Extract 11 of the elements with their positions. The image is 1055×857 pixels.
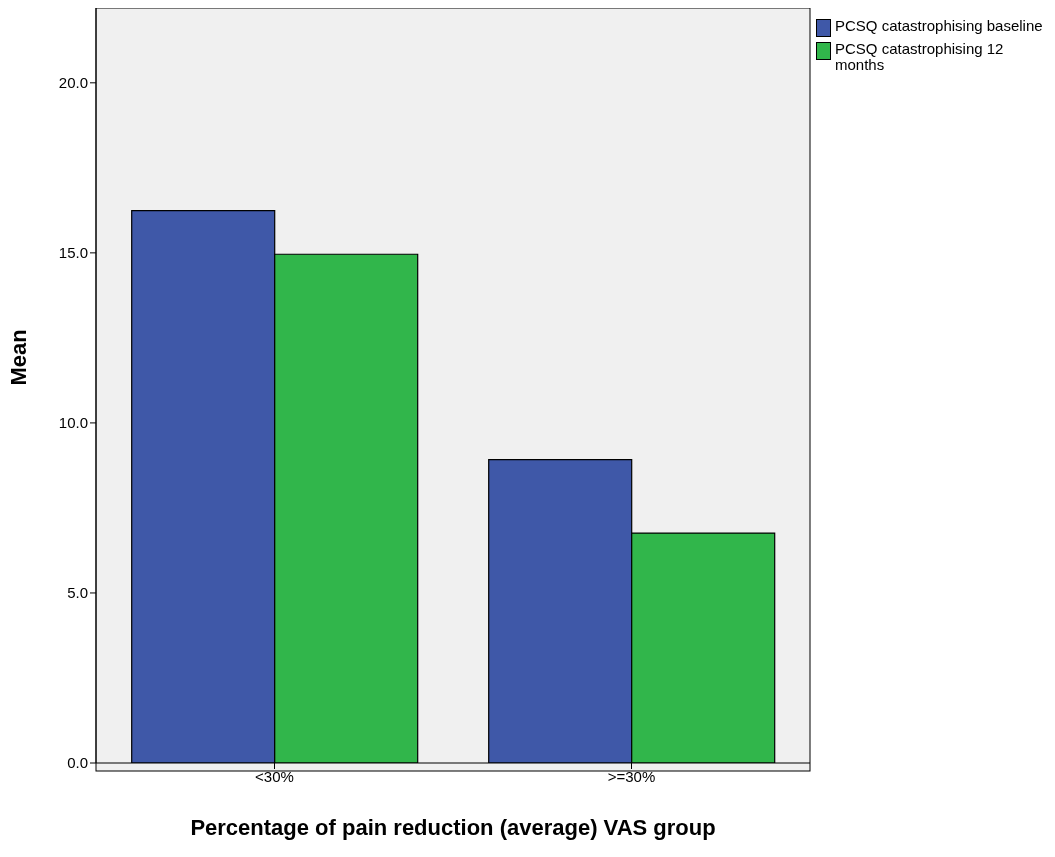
x-axis-title: Percentage of pain reduction (average) VAS group xyxy=(190,815,716,840)
legend-label: PCSQ catastrophising baseline xyxy=(835,17,1043,34)
y-tick-label: 0.0 xyxy=(67,754,88,772)
legend-label: PCSQ catastrophising 12 months xyxy=(835,40,1005,73)
y-tick-label: 10.0 xyxy=(58,414,88,432)
y-tick-label: 20.0 xyxy=(58,74,88,92)
x-tick-label: >=30% xyxy=(607,767,656,785)
x-tick-label: <30% xyxy=(255,767,294,785)
y-tick-label: 5.0 xyxy=(67,584,88,602)
y-tick-label: 15.0 xyxy=(58,244,88,262)
y-axis-title: Mean xyxy=(5,329,31,386)
